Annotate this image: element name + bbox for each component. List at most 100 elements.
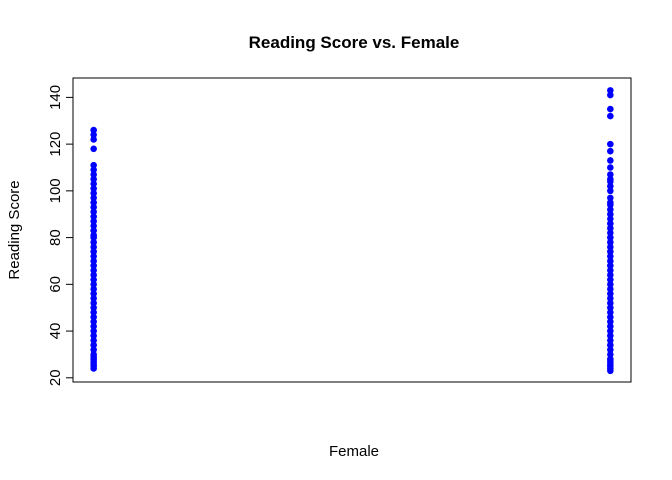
plot-frame — [72, 77, 632, 383]
point — [607, 164, 614, 171]
point — [607, 182, 614, 190]
point — [607, 285, 614, 293]
point — [90, 166, 97, 174]
point — [607, 234, 614, 241]
point — [607, 206, 614, 213]
point — [90, 189, 97, 197]
point — [607, 299, 614, 307]
point — [90, 262, 97, 269]
point — [90, 323, 97, 330]
point — [607, 313, 614, 321]
point — [607, 157, 614, 164]
point — [90, 295, 97, 302]
point — [607, 327, 614, 335]
point — [90, 194, 97, 202]
point — [607, 351, 614, 358]
y-tick-label: 20 — [47, 369, 64, 386]
point — [607, 281, 614, 288]
point — [90, 238, 97, 246]
point — [90, 252, 97, 260]
point — [607, 243, 614, 251]
y-tick-label: 100 — [47, 178, 64, 203]
point — [90, 346, 97, 354]
point — [90, 131, 97, 139]
point — [607, 112, 614, 120]
point — [90, 313, 97, 321]
point — [90, 180, 97, 188]
y-tick-label: 140 — [47, 85, 64, 110]
point — [607, 105, 614, 113]
point — [607, 257, 614, 265]
point — [607, 199, 614, 206]
point — [607, 267, 614, 274]
point — [90, 171, 97, 178]
y-tick-label: 60 — [47, 276, 64, 293]
point — [607, 295, 614, 302]
point — [90, 271, 97, 279]
point — [607, 309, 614, 316]
point — [607, 194, 614, 202]
point — [90, 161, 97, 169]
point — [607, 276, 614, 283]
point — [607, 140, 614, 148]
point — [607, 323, 614, 330]
point — [90, 185, 97, 192]
point — [607, 318, 614, 326]
y-tick-label: 120 — [47, 132, 64, 157]
point — [90, 213, 97, 220]
point — [90, 337, 97, 344]
point — [90, 341, 97, 349]
point — [90, 199, 97, 206]
point — [607, 332, 614, 340]
point — [90, 136, 97, 143]
point — [607, 290, 614, 297]
point — [90, 145, 97, 153]
point — [607, 248, 614, 255]
point — [90, 285, 97, 293]
point — [607, 252, 614, 260]
point — [607, 304, 614, 311]
point — [607, 220, 614, 227]
point — [607, 91, 614, 99]
chart-title: Reading Score vs. Female — [249, 33, 460, 52]
point — [90, 351, 97, 358]
point — [90, 227, 97, 234]
point — [90, 231, 97, 239]
point — [90, 175, 97, 183]
point — [607, 187, 614, 195]
point — [90, 208, 97, 216]
point — [90, 304, 97, 311]
point — [607, 171, 614, 178]
point — [607, 337, 614, 344]
point — [90, 257, 97, 265]
point — [607, 87, 614, 94]
point — [90, 281, 97, 288]
y-tick-label: 80 — [47, 229, 64, 246]
point — [90, 327, 97, 335]
point — [607, 271, 614, 279]
point — [607, 262, 614, 269]
point — [607, 355, 614, 363]
point — [90, 222, 97, 230]
y-tick-label: 40 — [47, 323, 64, 340]
point — [607, 210, 614, 218]
x-axis-label: Female — [329, 443, 379, 460]
point — [90, 243, 97, 251]
point — [90, 126, 97, 134]
point — [607, 147, 614, 155]
point — [90, 267, 97, 274]
point — [90, 248, 97, 255]
point — [90, 290, 97, 297]
point — [90, 203, 97, 211]
point — [607, 215, 614, 223]
point — [90, 217, 97, 225]
point — [607, 341, 614, 349]
point — [607, 224, 614, 232]
point — [607, 175, 614, 183]
point — [90, 309, 97, 316]
point — [607, 229, 614, 237]
point — [90, 276, 97, 283]
point — [90, 318, 97, 326]
point — [90, 299, 97, 307]
